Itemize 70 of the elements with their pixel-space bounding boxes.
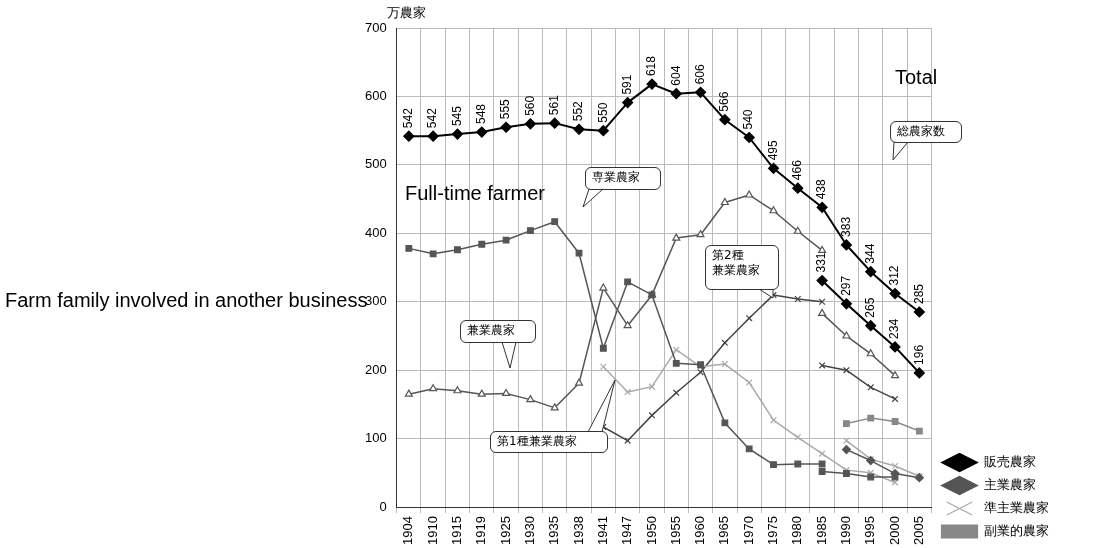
annotation: 第1種兼業農家 <box>490 431 608 453</box>
annotation: 総農家数 <box>890 121 962 143</box>
data-label: 196 <box>911 344 926 365</box>
x-tick-label: 1941 <box>594 516 610 545</box>
x-tick-label: 1970 <box>740 516 756 545</box>
data-label: 555 <box>498 98 513 120</box>
x-tick-label: 1960 <box>692 516 708 545</box>
data-label: 561 <box>547 94 562 116</box>
legend-label: 副業的農家 <box>984 522 1049 538</box>
x-tick-label: 1938 <box>570 516 586 545</box>
speech-bubble: 兼業農家 <box>460 320 536 368</box>
data-label: 566 <box>717 91 732 112</box>
data-label: 560 <box>522 95 537 116</box>
data-label: 542 <box>425 107 440 129</box>
x-tick-label: 1990 <box>837 516 853 545</box>
data-label: 545 <box>449 105 464 127</box>
data-label: 604 <box>668 65 683 86</box>
data-label: 550 <box>595 102 610 123</box>
data-label: 438 <box>814 178 829 200</box>
x-tick-label: 1947 <box>619 516 635 545</box>
speech-bubble: 第1種兼業農家 <box>490 380 615 453</box>
data-label: 542 <box>401 107 416 129</box>
x-tick-label: 1965 <box>716 516 732 545</box>
legend-label: 準主業農家 <box>984 499 1049 515</box>
x-tick-label: 1915 <box>449 516 465 545</box>
data-label: 540 <box>741 109 756 130</box>
y-tick-label: 600 <box>364 88 387 104</box>
data-label: 234 <box>887 318 902 339</box>
legend-label: 主業農家 <box>984 476 1036 492</box>
y-tick-label: 100 <box>364 430 387 446</box>
data-label: 383 <box>838 216 853 237</box>
data-label: 265 <box>863 297 878 318</box>
x-tick-label: 1995 <box>862 516 878 545</box>
annotation: 第2種兼業農家 <box>705 245 779 290</box>
x-tick-label: 1950 <box>643 516 659 545</box>
y-tick-label: 700 <box>364 19 387 35</box>
data-label: 618 <box>644 55 659 77</box>
x-tick-label: 1919 <box>473 516 489 545</box>
data-label: 466 <box>790 159 805 181</box>
x-tick-label: 1904 <box>400 516 416 545</box>
annotation: Total <box>895 66 938 89</box>
y-axis-title: 万農家 <box>386 4 426 20</box>
data-label: 591 <box>619 74 634 95</box>
x-tick-label: 1980 <box>789 516 805 545</box>
y-tick-label: 200 <box>364 361 387 377</box>
x-tick-label: 1930 <box>521 516 537 545</box>
data-label: 297 <box>838 275 853 296</box>
data-label: 331 <box>814 252 829 273</box>
x-tick-label: 2000 <box>886 516 902 545</box>
data-label: 285 <box>911 283 926 305</box>
annotation: 専業農家 <box>585 167 661 190</box>
y-tick-label: 500 <box>364 156 387 172</box>
data-label: 552 <box>571 100 586 122</box>
y-tick-label: 0 <box>379 498 387 514</box>
x-tick-label: 1955 <box>667 516 683 545</box>
annotation: 兼業農家 <box>460 320 536 343</box>
x-tick-label: 1925 <box>497 516 513 545</box>
x-tick-label: 1935 <box>546 516 562 545</box>
data-label: 548 <box>474 103 489 125</box>
x-tick-label: 2005 <box>910 516 926 545</box>
x-tick-label: 1910 <box>424 516 440 545</box>
annotation: Full-time farmer <box>405 182 546 205</box>
x-tick-label: 1975 <box>765 516 781 545</box>
data-label: 495 <box>765 139 780 161</box>
y-tick-label: 400 <box>364 224 387 240</box>
data-label: 344 <box>863 243 878 264</box>
legend-label: 販売農家 <box>984 453 1036 469</box>
data-label: 606 <box>692 63 707 85</box>
x-tick-label: 1985 <box>813 516 829 545</box>
data-label: 312 <box>887 265 902 286</box>
